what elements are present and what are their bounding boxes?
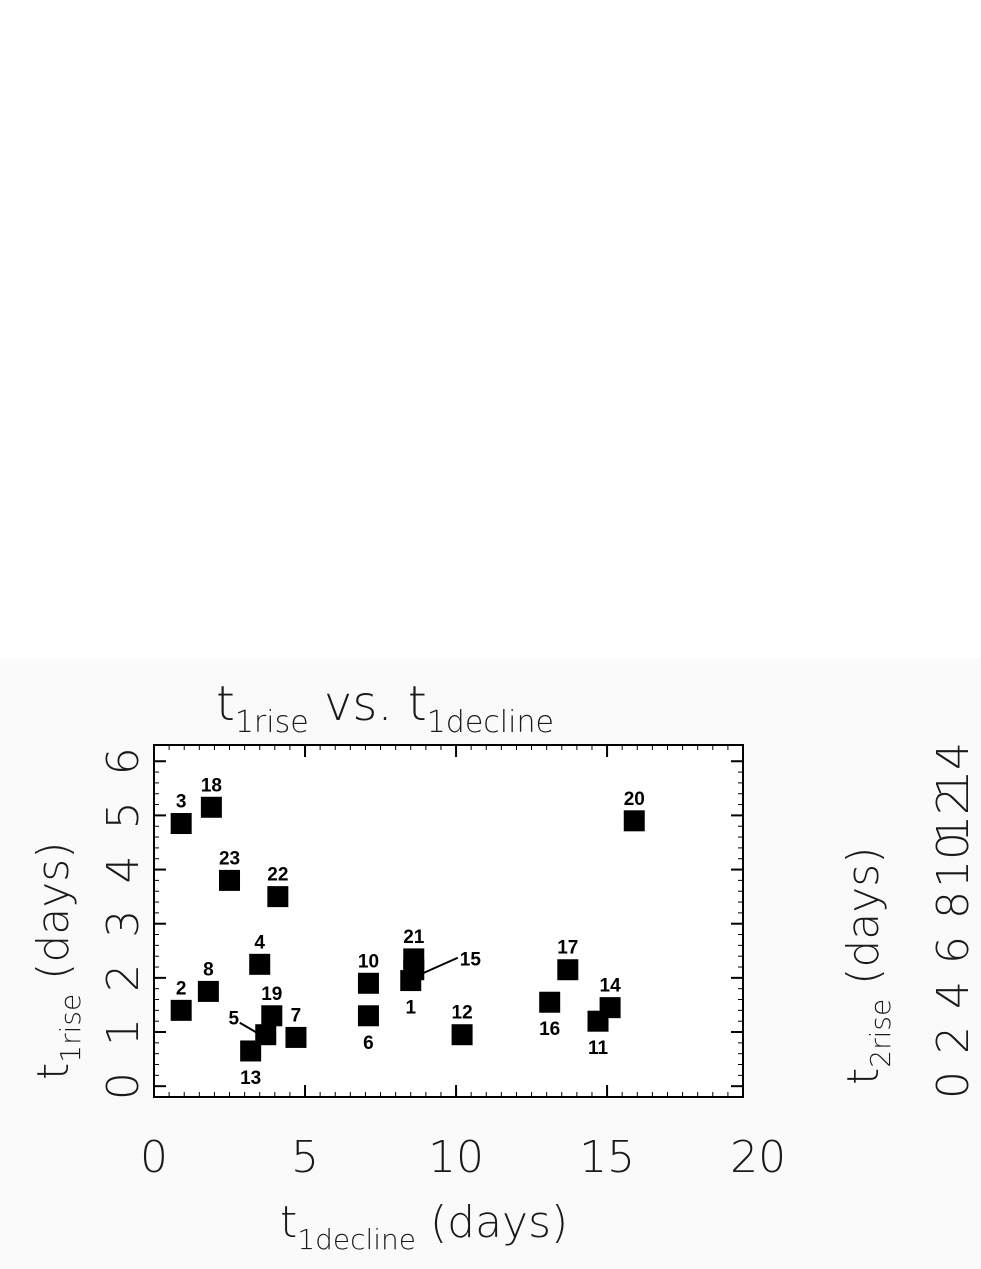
data-point-5	[255, 1024, 277, 1046]
point-label-20: 20	[624, 789, 645, 810]
point-label-21: 21	[403, 927, 425, 948]
data-point-17	[557, 959, 579, 981]
y-axis-label: t1rise (days)	[28, 842, 87, 1080]
point-label-17: 17	[557, 938, 578, 959]
point-label-15: 15	[460, 950, 482, 971]
point-label-4: 4	[254, 932, 265, 953]
point-label-18: 18	[201, 775, 222, 796]
data-point-7	[285, 1026, 307, 1048]
x-tick-marks	[153, 745, 609, 1097]
point-label-3: 3	[176, 792, 187, 813]
y-tick-label: 6	[98, 747, 149, 775]
data-point-4	[249, 953, 271, 975]
right-panel-y-tick-label: 0	[928, 1071, 979, 1099]
data-point-22	[267, 886, 289, 908]
point-label-14: 14	[600, 976, 622, 997]
right-panel-y-tick-label: 4	[928, 981, 979, 1009]
point-label-13: 13	[240, 1068, 261, 1089]
point-label-19: 19	[261, 984, 282, 1005]
right-panel-y-tick-label: 8	[928, 891, 979, 919]
data-point-16	[539, 991, 561, 1013]
data-point-2	[170, 999, 192, 1021]
point-label-8: 8	[203, 959, 214, 980]
data-point-20	[623, 810, 645, 832]
point-label-10: 10	[358, 951, 379, 972]
data-point-14	[599, 997, 621, 1019]
data-point-18	[200, 796, 222, 818]
point-label-12: 12	[452, 1003, 473, 1024]
point-label-7: 7	[291, 1005, 302, 1026]
plot-frame	[153, 744, 744, 1098]
data-point-19	[261, 1005, 283, 1027]
right-panel-y-tick-label: 6	[928, 936, 979, 964]
x-tick-label: 20	[730, 1132, 786, 1183]
y-tick-marks	[154, 760, 743, 1088]
data-points	[170, 796, 645, 1062]
leader-line-15	[421, 956, 459, 975]
data-point-6	[357, 1005, 379, 1027]
right-panel-y-tick-label: 12	[928, 787, 979, 843]
y-tick-label: 0	[98, 1072, 149, 1100]
data-point-12	[451, 1024, 473, 1046]
point-label-22: 22	[267, 865, 288, 886]
y-tick-label: 2	[98, 964, 149, 992]
x-tick-label: 0	[140, 1132, 168, 1183]
point-label-16: 16	[539, 1019, 560, 1040]
x-minor-ticks	[153, 745, 744, 1097]
x-tick-label: 10	[428, 1132, 484, 1183]
y-tick-label: 5	[98, 801, 149, 829]
data-point-21	[403, 948, 425, 970]
point-label-1: 1	[405, 998, 416, 1019]
point-label-2: 2	[176, 978, 187, 999]
y-tick-label: 3	[98, 910, 149, 938]
data-point-13	[240, 1040, 262, 1062]
x-tick-label: 15	[579, 1132, 635, 1183]
data-point-23	[219, 869, 241, 891]
y-tick-label: 4	[98, 856, 149, 884]
point-label-23: 23	[219, 848, 240, 869]
point-label-6: 6	[363, 1033, 374, 1054]
y-tick-labels: 0 1 2 3 4 5 6	[98, 747, 149, 1100]
chart-title: t1rise vs. t1decline	[216, 676, 554, 740]
point-label-11: 11	[588, 1038, 609, 1059]
right-panel-y-axis-label: t2rise (days)	[838, 847, 897, 1085]
data-point-10	[357, 972, 379, 994]
right-panel-y-tick-label: 2	[928, 1026, 979, 1054]
data-point-8	[197, 980, 219, 1002]
right-panel-y-tick-label: 10	[928, 832, 979, 888]
x-tick-label: 5	[291, 1132, 319, 1183]
x-axis-label: t1decline (days)	[280, 1197, 568, 1256]
y-tick-label: 1	[98, 1018, 149, 1046]
point-label-5: 5	[228, 1009, 239, 1030]
data-point-3	[170, 813, 192, 835]
x-tick-labels: 0 5 10 15 20	[140, 1132, 786, 1183]
right-panel-y-tick-label: 14	[928, 742, 979, 798]
